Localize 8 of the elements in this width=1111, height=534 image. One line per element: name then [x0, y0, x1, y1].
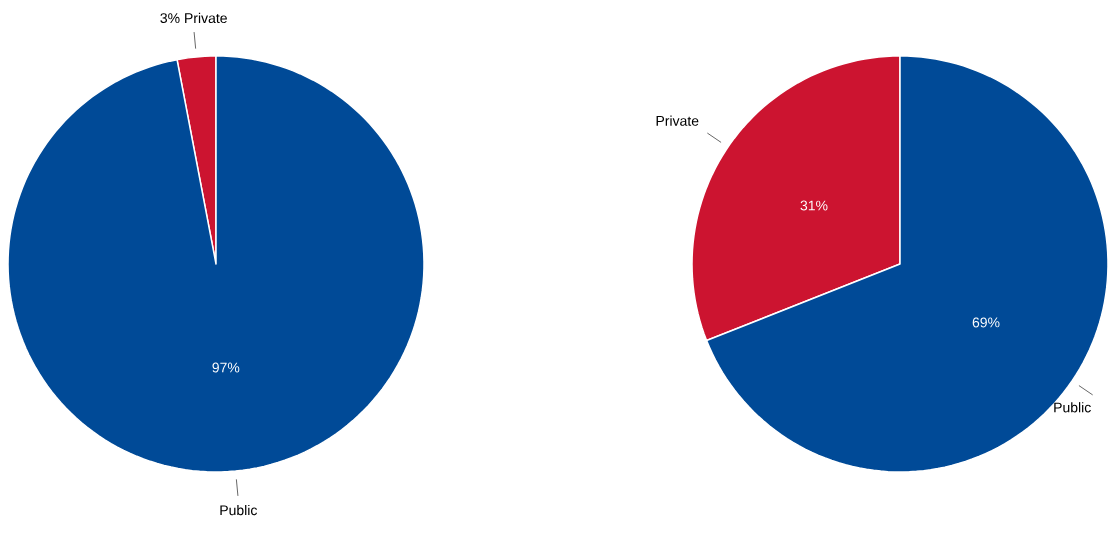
data-label: 3%: [160, 13, 180, 24]
data-label: 97%: [212, 362, 240, 373]
data-label: 31%: [800, 200, 828, 211]
slice-label: Private: [656, 115, 699, 126]
slice-label: Public: [1054, 402, 1091, 413]
slice-label: Private: [185, 12, 227, 24]
slice-label: Public: [220, 504, 258, 516]
data-label: 69%: [972, 317, 1000, 328]
